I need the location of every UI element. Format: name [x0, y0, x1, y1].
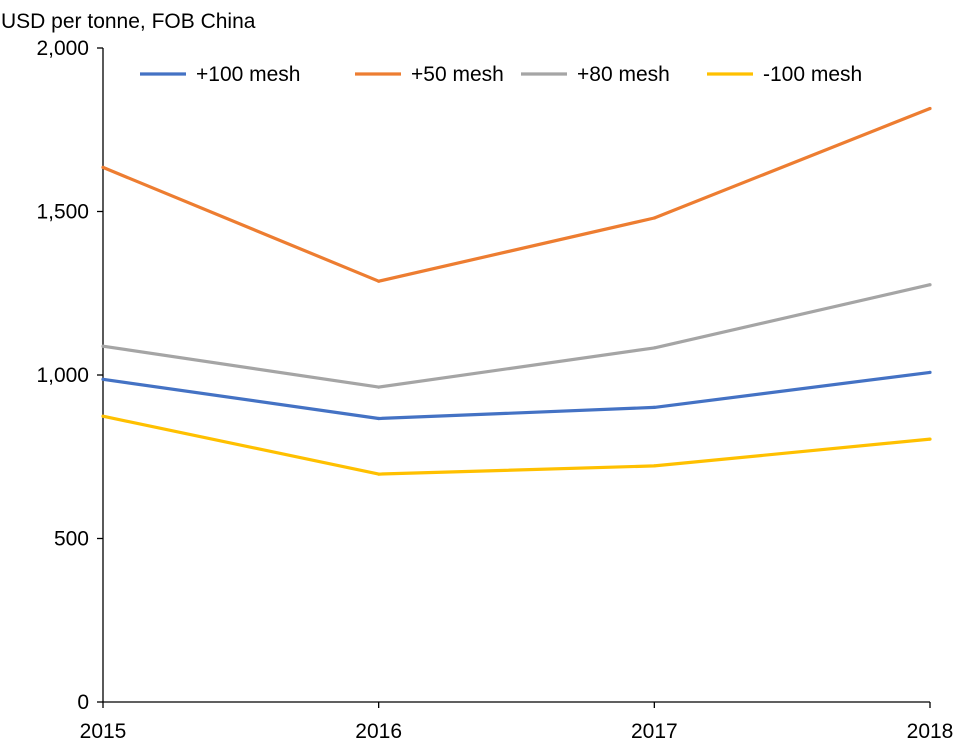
data-point [101, 377, 105, 381]
data-point [652, 464, 656, 468]
legend-item: +50 mesh [355, 63, 504, 86]
data-point [101, 414, 105, 418]
x-tick-label: 2017 [631, 720, 678, 743]
legend-item: +100 mesh [140, 63, 301, 86]
legend: +100 mesh +50 mesh +80 mesh -100 mesh [140, 63, 862, 86]
data-point [377, 416, 381, 421]
series [101, 370, 932, 421]
y-tick-label: 0 [77, 691, 89, 714]
data-point [652, 346, 656, 350]
y-tick-label: 1,500 [36, 201, 89, 224]
series-line [102, 283, 931, 389]
series-line [102, 414, 931, 476]
x-tick-label: 2018 [907, 720, 954, 743]
series-line [102, 370, 931, 421]
legend-label: +80 mesh [577, 63, 670, 86]
series-line [102, 107, 931, 283]
data-point [377, 472, 381, 476]
y-tick-label: 500 [54, 528, 89, 551]
legend-item: -100 mesh [707, 63, 862, 86]
data-point [377, 385, 381, 389]
y-axis-label: USD per tonne, FOB China [1, 10, 256, 33]
series [101, 414, 932, 476]
legend-label: -100 mesh [763, 63, 862, 86]
data-point [928, 283, 932, 287]
series-lines [101, 106, 932, 476]
data-point [928, 370, 932, 374]
x-tick-label: 2015 [80, 720, 127, 743]
y-tick-label: 1,000 [36, 364, 89, 387]
data-point [101, 165, 105, 169]
x-axis-ticks: 2015 2016 2017 2018 [80, 702, 954, 743]
y-tick-label: 2,000 [36, 37, 89, 60]
series [101, 283, 932, 389]
series [101, 106, 932, 283]
legend-item: +80 mesh [521, 63, 670, 86]
data-point [928, 437, 932, 441]
data-point [101, 344, 105, 348]
data-point [652, 216, 656, 220]
legend-label: +50 mesh [411, 63, 504, 86]
legend-label: +100 mesh [196, 63, 301, 86]
x-tick-label: 2016 [355, 720, 402, 743]
axes [102, 48, 930, 703]
y-axis-ticks: 0 500 1,000 1,500 2,000 [36, 37, 103, 714]
data-point [652, 405, 656, 409]
data-point [377, 279, 381, 283]
data-point [928, 106, 932, 111]
